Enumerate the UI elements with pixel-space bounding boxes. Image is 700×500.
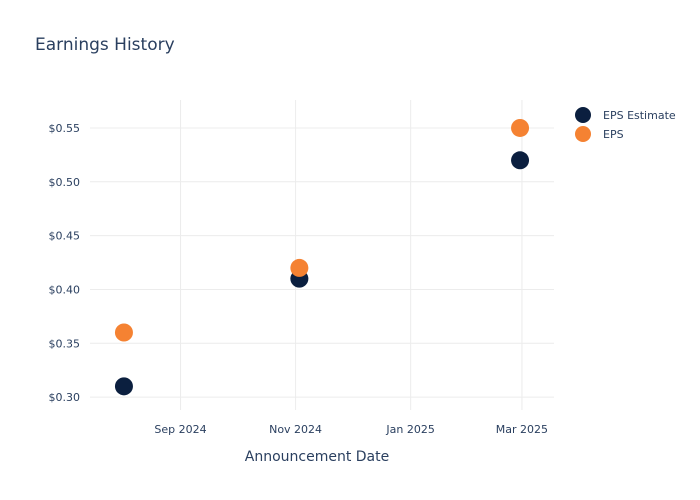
data-point[interactable] [511, 118, 530, 137]
legend-item[interactable]: EPS [575, 126, 624, 142]
series-eps [114, 118, 530, 342]
legend-item[interactable]: EPS Estimate [575, 107, 676, 123]
legend-marker [575, 107, 591, 123]
y-tick-label: $0.35 [49, 337, 81, 350]
x-tick-label: Mar 2025 [496, 423, 548, 436]
y-tick-label: $0.55 [49, 122, 81, 135]
legend-marker [575, 126, 591, 142]
y-tick-label: $0.45 [49, 230, 81, 243]
x-axis-title: Announcement Date [245, 449, 389, 465]
x-axis-ticks: Sep 2024 Nov 2024 Jan 2025 Mar 2025 [154, 423, 548, 436]
legend[interactable]: EPS Estimate EPS [575, 107, 676, 142]
data-point[interactable] [290, 258, 309, 277]
y-tick-label: $0.50 [49, 176, 81, 189]
data-point[interactable] [511, 151, 530, 170]
chart-title: Earnings History [35, 35, 175, 55]
y-tick-label: $0.40 [49, 283, 81, 296]
data-point[interactable] [114, 377, 133, 396]
y-axis-ticks: $0.30 $0.35 $0.40 $0.45 $0.50 $0.55 [49, 122, 81, 404]
x-tick-label: Sep 2024 [154, 423, 206, 436]
series-eps-estimate [114, 151, 530, 396]
x-tick-label: Jan 2025 [385, 423, 434, 436]
y-tick-label: $0.30 [49, 391, 81, 404]
data-point[interactable] [114, 323, 133, 342]
x-tick-label: Nov 2024 [269, 423, 322, 436]
grid-layer [90, 100, 554, 410]
legend-label: EPS [603, 128, 624, 141]
data-points [114, 118, 530, 396]
legend-label: EPS Estimate [603, 109, 676, 122]
